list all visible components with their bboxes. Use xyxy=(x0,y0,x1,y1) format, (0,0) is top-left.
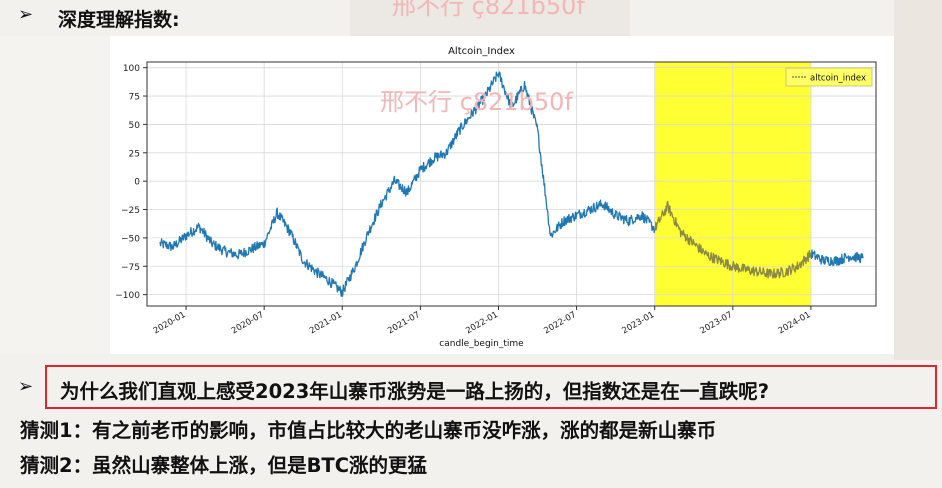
x-axis-label: candle_begin_time xyxy=(439,339,524,349)
slide-heading: 深度理解指数: xyxy=(58,9,180,31)
legend-label: altcoin_index xyxy=(810,74,866,84)
y-tick-label: 50 xyxy=(129,121,141,131)
x-tick-label: 2020-01 xyxy=(152,310,188,336)
question-bullet: ➢ xyxy=(18,376,34,397)
background-shape xyxy=(894,0,942,360)
y-tick-label: −100 xyxy=(115,291,140,301)
guess-1-text: 猜测1：有之前老币的影响，市值占比较大的老山寨币没咋涨，涨的都是新山寨币 xyxy=(20,419,717,442)
y-tick-label: 0 xyxy=(134,178,140,188)
x-tick-label: 2021-07 xyxy=(386,310,422,336)
series-line-altcoin-index xyxy=(159,71,864,297)
altcoin-index-chart: 100 75 50 25 0 −25 −50 −75 −100 2020-01 2020-07 202… xyxy=(115,46,877,349)
x-tick-label: 2022-01 xyxy=(464,310,500,336)
background-shape xyxy=(350,0,630,36)
chart-card: 100 75 50 25 0 −25 −50 −75 −100 2020-01 2020-07 202… xyxy=(110,36,894,354)
legend-box xyxy=(785,67,873,87)
x-tick-label: 2022-07 xyxy=(542,310,578,336)
heading-bullet: ➢ xyxy=(18,4,34,25)
plot-frame xyxy=(146,61,877,307)
question-box xyxy=(45,365,937,409)
background-shape xyxy=(0,36,110,354)
watermark-chart: 邢不行 ç821b50f xyxy=(380,88,573,116)
x-tick-label: 2023-01 xyxy=(620,310,656,336)
y-tick-label: −25 xyxy=(121,206,140,216)
question-text: 为什么我们直观上感受2023年山寨币涨势是一路上扬的，但指数还是在一直跌呢? xyxy=(60,380,770,403)
y-tick-label: −50 xyxy=(121,234,140,244)
y-tick-label: 75 xyxy=(129,93,140,103)
guess-2-text: 猜测2：虽然山寨整体上涨，但是BTC涨的更猛 xyxy=(20,454,428,477)
x-tick-label: 2020-07 xyxy=(230,310,266,336)
x-tick-label: 2024-01 xyxy=(777,310,813,336)
watermark-top: 邢不行 ç821b50f xyxy=(392,0,585,20)
x-tick-label: 2021-01 xyxy=(308,310,344,336)
y-tick-label: −75 xyxy=(121,263,140,273)
series-line-altcoin-index-highlighted xyxy=(654,200,812,279)
y-tick-label: 25 xyxy=(129,149,140,159)
x-tick-label: 2023-07 xyxy=(699,310,735,336)
chart-title: Altcoin_Index xyxy=(448,46,515,57)
y-tick-label: 100 xyxy=(123,64,140,74)
